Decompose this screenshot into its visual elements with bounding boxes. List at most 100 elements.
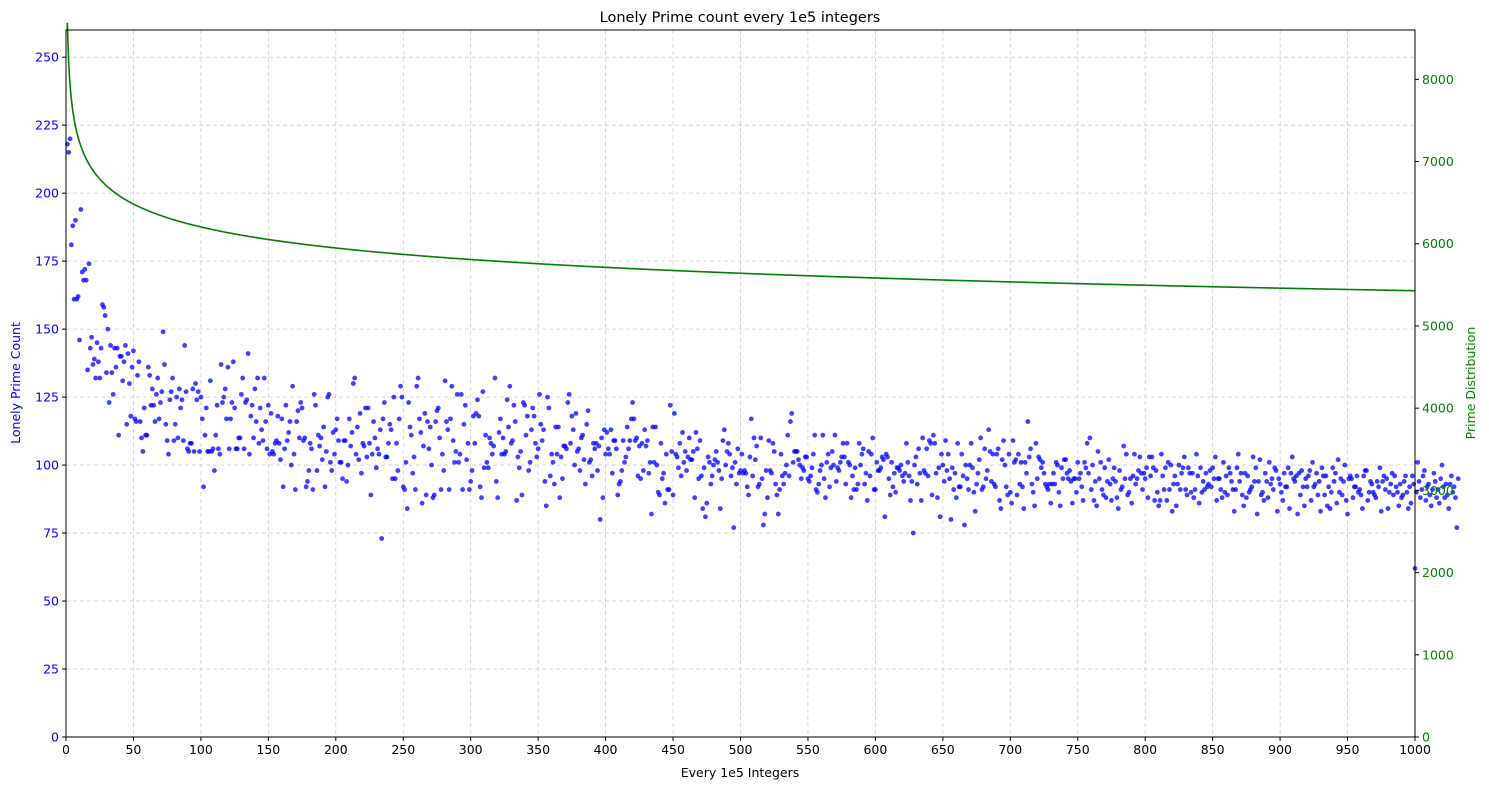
- y-axis-right-title: Prime Distribution: [1463, 327, 1478, 440]
- scatter-point: [728, 473, 734, 479]
- scatter-point: [1279, 489, 1284, 495]
- scatter-point: [774, 492, 780, 498]
- scatter-series: [64, 136, 1461, 571]
- scatter-point: [175, 435, 181, 441]
- scatter-point: [580, 432, 586, 438]
- scatter-point: [833, 478, 839, 484]
- scatter-point: [1154, 489, 1160, 495]
- scatter-point: [514, 498, 519, 503]
- scatter-point: [1416, 478, 1422, 484]
- scatter-point: [375, 446, 381, 452]
- scatter-point: [1253, 465, 1259, 471]
- scatter-point: [982, 446, 988, 452]
- scatter-point: [334, 416, 340, 422]
- scatter-point: [284, 438, 290, 444]
- scatter-point: [412, 487, 418, 492]
- scatter-point: [67, 136, 73, 142]
- scatter-point: [698, 473, 704, 479]
- scatter-point: [568, 440, 573, 446]
- scatter-point: [1167, 487, 1172, 492]
- scatter-point: [407, 424, 413, 430]
- scatter-point: [983, 476, 989, 482]
- scatter-point: [444, 419, 449, 424]
- scatter-point: [1310, 459, 1315, 465]
- scatter-point: [840, 440, 846, 446]
- scatter-point: [1238, 470, 1244, 476]
- x-tick-label: 600: [863, 742, 887, 757]
- scatter-point: [282, 446, 287, 452]
- scatter-point: [163, 421, 169, 427]
- scatter-point: [763, 468, 769, 473]
- scatter-point: [225, 364, 231, 370]
- scatter-point: [751, 435, 757, 441]
- scatter-point: [1326, 484, 1332, 490]
- scatter-point: [116, 432, 122, 438]
- scatter-point: [480, 389, 486, 395]
- scatter-point: [1401, 478, 1407, 484]
- scatter-point: [707, 459, 712, 465]
- x-tick-label: 650: [931, 742, 955, 757]
- scatter-point: [1113, 478, 1118, 484]
- scatter-point: [605, 446, 611, 452]
- scatter-point: [535, 446, 541, 452]
- scatter-point: [964, 476, 970, 482]
- scatter-point: [162, 362, 167, 367]
- scatter-point: [1144, 465, 1149, 471]
- y-tick-label: 50: [43, 594, 59, 609]
- scatter-point: [276, 440, 282, 446]
- scatter-point: [492, 375, 498, 381]
- scatter-point: [419, 500, 425, 506]
- y-tick-label: 25: [43, 662, 59, 677]
- scatter-point: [677, 440, 683, 446]
- scatter-point: [1028, 446, 1033, 452]
- scatter-point: [1141, 470, 1147, 476]
- scatter-point: [422, 411, 428, 416]
- scatter-point: [859, 451, 865, 457]
- scatter-point: [522, 402, 528, 408]
- scatter-point: [1449, 473, 1454, 479]
- scatter-point: [468, 478, 474, 484]
- y-axis-left-title: Lonely Prime Count: [8, 322, 23, 444]
- scatter-point: [905, 459, 911, 465]
- scatter-point: [885, 454, 890, 460]
- scatter-point: [700, 506, 706, 511]
- scatter-point: [1123, 451, 1129, 457]
- scatter-point: [933, 470, 939, 476]
- scatter-point: [249, 402, 255, 408]
- scatter-point: [464, 457, 470, 463]
- scatter-point: [1041, 470, 1047, 476]
- scatter-point: [427, 424, 433, 430]
- scatter-point: [442, 378, 448, 384]
- scatter-point: [1218, 487, 1224, 492]
- scatter-point: [759, 476, 765, 482]
- scatter-point: [271, 451, 277, 457]
- scatter-point: [1438, 476, 1444, 482]
- scatter-point: [380, 416, 386, 422]
- y-tick-label: 225: [35, 118, 59, 133]
- scatter-point: [421, 443, 426, 449]
- scatter-point: [1169, 508, 1175, 514]
- scatter-point: [121, 359, 127, 365]
- x-tick-label: 900: [1268, 742, 1292, 757]
- scatter-point: [1148, 473, 1153, 479]
- scatter-point: [727, 451, 733, 457]
- scatter-point: [1342, 462, 1348, 468]
- scatter-point: [619, 468, 625, 473]
- scatter-point: [104, 370, 109, 376]
- scatter-point: [952, 470, 958, 476]
- scatter-point: [333, 427, 339, 433]
- scatter-point: [1396, 503, 1402, 509]
- scatter-point: [1119, 484, 1125, 490]
- scatter-point: [322, 484, 328, 490]
- scatter-point: [754, 443, 760, 449]
- scatter-point: [734, 481, 739, 487]
- scatter-point: [1435, 487, 1441, 492]
- scatter-point: [576, 446, 582, 452]
- scatter-point: [1181, 454, 1187, 460]
- scatter-point: [1366, 489, 1372, 495]
- scatter-point: [1212, 454, 1218, 460]
- scatter-point: [886, 476, 892, 482]
- scatter-point: [280, 484, 286, 490]
- scatter-point: [533, 440, 538, 446]
- scatter-point: [78, 207, 84, 212]
